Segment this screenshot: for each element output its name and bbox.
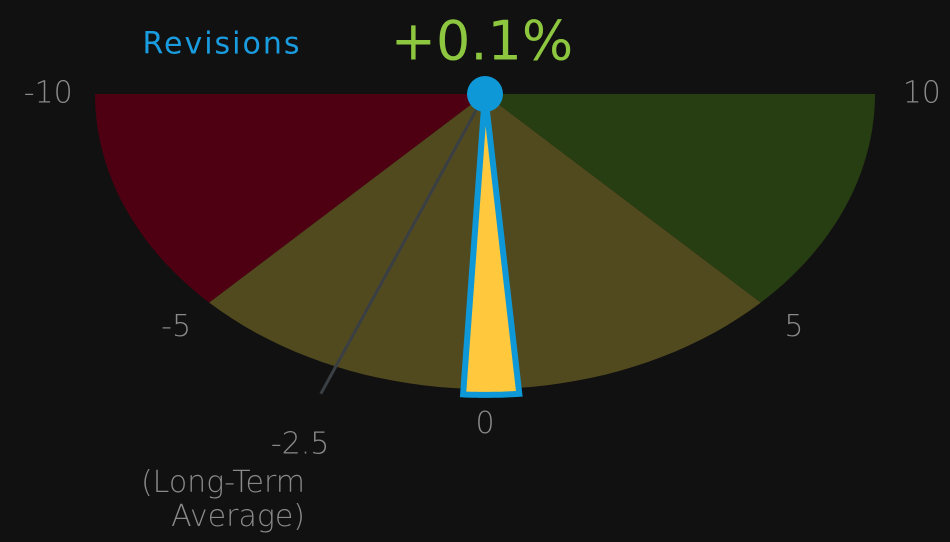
tick-label: 5 <box>784 309 803 344</box>
average-line <box>319 93 487 395</box>
tick-label: 10 <box>903 76 941 111</box>
chart-title: Revisions <box>142 27 301 62</box>
value-label: +0.1% <box>391 10 573 73</box>
tick-label: 0 <box>475 406 494 441</box>
band <box>95 94 485 303</box>
gauge <box>95 93 875 398</box>
average-label: -2.5 <box>271 427 330 462</box>
tick-label: -10 <box>24 76 73 111</box>
average-annotation: (Long-Term Average) <box>140 465 305 534</box>
band <box>485 94 875 303</box>
needle-hub <box>467 76 503 112</box>
needle <box>459 93 523 398</box>
tick-label: -5 <box>161 309 191 344</box>
